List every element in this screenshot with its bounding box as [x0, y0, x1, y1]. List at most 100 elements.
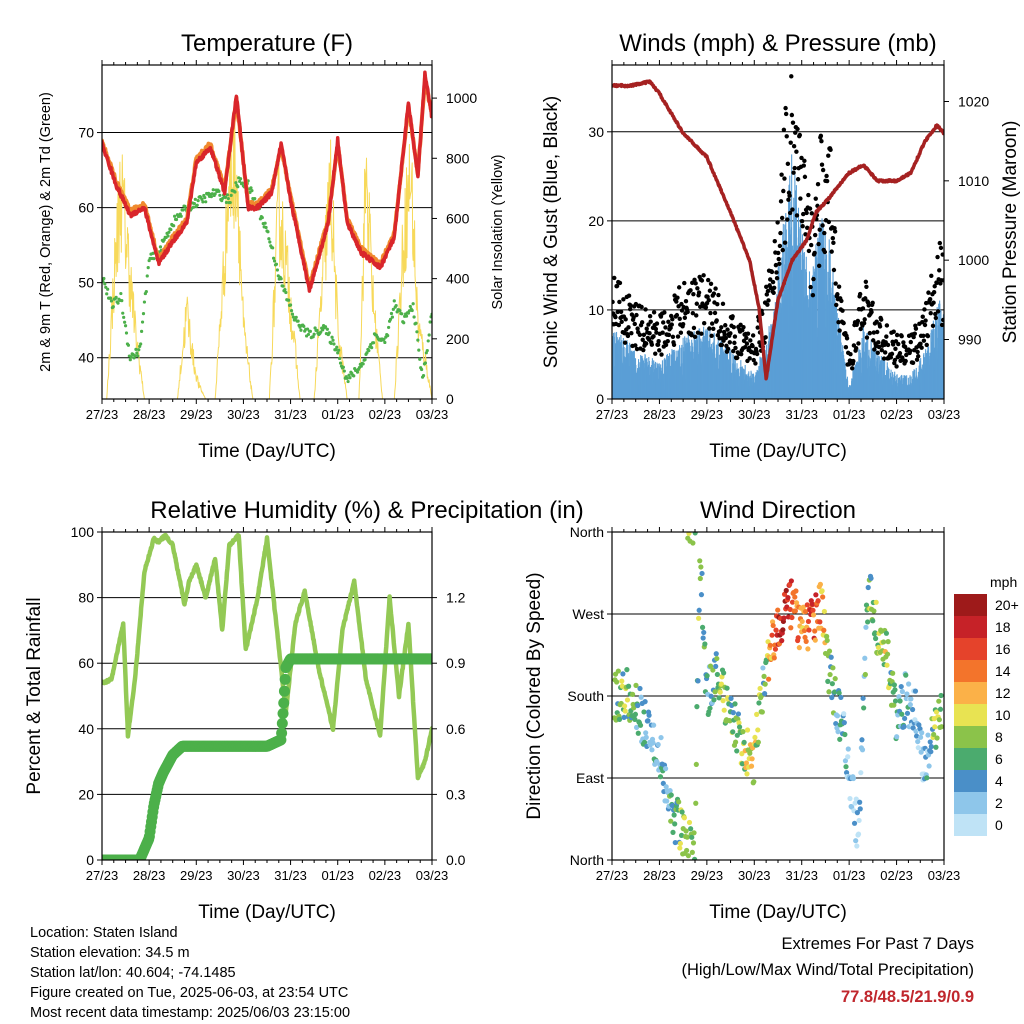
dewpoint-point — [312, 332, 316, 336]
direction-point — [752, 734, 758, 741]
gust-point — [706, 297, 711, 303]
x-tick-label: 28/23 — [133, 868, 166, 883]
gust-point — [829, 249, 834, 254]
gust-point — [768, 285, 773, 291]
direction-point — [892, 687, 898, 693]
gust-point — [678, 330, 684, 335]
y2-tick-label: 1010 — [958, 173, 989, 189]
direction-point — [698, 564, 704, 570]
y-tick-label: 60 — [78, 655, 94, 671]
direction-point — [821, 608, 827, 615]
gust-point — [661, 320, 666, 325]
direction-point — [856, 817, 862, 824]
gust-point — [924, 342, 929, 348]
y-axis-label: 2m & 9m T (Red, Orange) & 2m Td (Green) — [38, 92, 54, 372]
gust-point — [731, 348, 736, 354]
direction-point — [690, 840, 697, 846]
dewpoint-point — [139, 342, 143, 346]
direction-point — [834, 713, 841, 719]
direction-point — [907, 702, 913, 708]
gust-point — [680, 321, 686, 327]
direction-point — [908, 696, 914, 702]
direction-point — [676, 799, 682, 805]
gust-point — [826, 219, 832, 225]
gust-point — [719, 325, 724, 330]
dewpoint-point — [181, 208, 185, 212]
gust-point — [626, 293, 632, 298]
gust-point — [806, 192, 811, 198]
dewpoint-point — [342, 369, 346, 373]
colorbar-swatch — [954, 726, 987, 748]
direction-point — [624, 667, 630, 673]
gust-point — [654, 330, 659, 335]
gust-point — [795, 126, 800, 132]
gust-point — [815, 182, 821, 187]
direction-point — [913, 733, 920, 739]
direction-point — [698, 592, 705, 598]
direction-point — [862, 655, 868, 661]
gust-point — [782, 240, 788, 245]
gust-point — [871, 330, 877, 335]
gust-point — [835, 292, 840, 297]
gust-point — [820, 223, 825, 228]
dewpoint-point — [383, 340, 387, 345]
direction-point — [679, 809, 685, 815]
dewpoint-point — [272, 256, 276, 260]
gust-point — [928, 311, 933, 316]
direction-point — [898, 683, 904, 690]
gust-point — [844, 336, 850, 341]
gust-point — [639, 304, 644, 310]
dewpoint-point — [402, 321, 406, 325]
gust-point — [693, 281, 698, 286]
dewpoint-point — [323, 325, 328, 329]
gust-point — [816, 263, 822, 269]
direction-point — [817, 619, 823, 625]
dewpoint-point — [119, 291, 123, 296]
direction-point — [619, 678, 625, 684]
gust-point — [779, 215, 785, 221]
direction-point — [884, 651, 891, 657]
gust-point — [655, 342, 661, 347]
dewpoint-point — [329, 341, 333, 346]
y-tick-label: 20 — [588, 213, 604, 229]
direction-point — [694, 704, 700, 710]
dewpoint-point — [332, 342, 336, 346]
gust-point — [776, 256, 781, 262]
dewpoint-point — [173, 214, 177, 218]
gust-point — [707, 288, 713, 293]
direction-point — [792, 594, 798, 600]
gust-point — [789, 74, 794, 79]
gust-point — [894, 364, 899, 369]
gust-point — [921, 333, 926, 339]
direction-point — [672, 839, 678, 846]
gust-point — [649, 342, 655, 347]
precip-point — [277, 707, 289, 719]
y-tick-label: 80 — [78, 590, 94, 606]
direction-point — [847, 795, 853, 802]
gust-point — [637, 332, 643, 338]
colorbar-swatch — [954, 660, 987, 682]
dewpoint-point — [308, 329, 312, 333]
colorbar-swatch — [954, 682, 987, 704]
x-tick-label: 27/23 — [596, 407, 629, 422]
dewpoint-point — [152, 257, 156, 261]
dewpoint-point — [166, 234, 170, 238]
direction-point — [633, 682, 639, 688]
direction-point — [795, 635, 801, 641]
direction-point — [760, 665, 766, 671]
x-tick-label: 28/23 — [643, 868, 676, 883]
gust-point — [617, 299, 622, 305]
dewpoint-point — [174, 217, 179, 222]
gust-point — [879, 317, 884, 322]
x-axis-label: Time (Day/UTC) — [198, 441, 336, 462]
gust-point — [937, 268, 942, 273]
gust-point — [824, 178, 830, 184]
direction-point — [904, 691, 910, 697]
x-tick-label: 31/23 — [274, 407, 307, 422]
gust-point — [858, 326, 863, 332]
dewpoint-point — [382, 337, 386, 341]
dewpoint-point — [120, 299, 124, 303]
y2-tick-label: 600 — [446, 210, 470, 226]
gust-point — [765, 302, 770, 307]
dewpoint-point — [264, 225, 268, 230]
